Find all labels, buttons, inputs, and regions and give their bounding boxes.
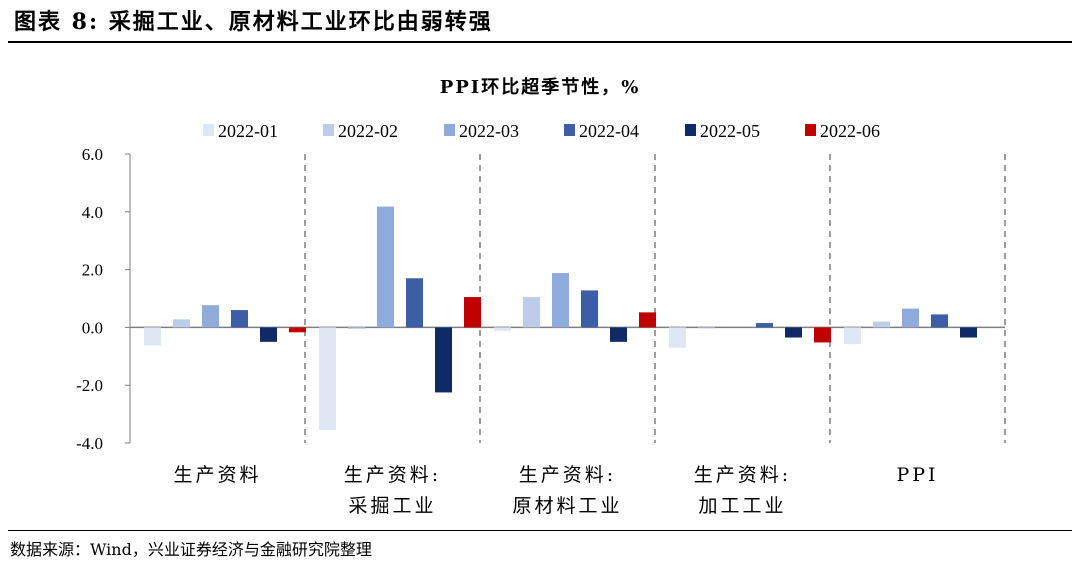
legend-swatch-2022-01	[203, 124, 214, 136]
bar-2022-03-4	[902, 308, 919, 328]
legend-label-2022-03: 2022-03	[459, 121, 519, 141]
bar-2022-05-1	[435, 327, 452, 393]
figure-title: 图表 8: 采掘工业、原材料工业环比由弱转强	[14, 9, 493, 35]
bar-2022-05-4	[960, 327, 977, 338]
legend-label-2022-06: 2022-06	[820, 121, 880, 141]
x-category-label: 生产资料:	[519, 464, 616, 486]
legend-swatch-2022-04	[564, 124, 575, 136]
y-tick-label: 6.0	[82, 145, 103, 164]
legend-label-2022-02: 2022-02	[338, 121, 398, 141]
x-axis-categories: 生产资料 生产资料: 采掘工业 生产资料: 原材料工业 生产资料: 加工工业 PPI	[173, 464, 938, 517]
bar-2022-02-0	[173, 319, 190, 328]
bar-2022-05-3	[785, 327, 802, 338]
chart: PPI环比超季节性，% 2022-01 2022-02 2022-03 2022-04…	[76, 76, 1006, 517]
bar-2022-02-3	[698, 327, 715, 329]
bar-2022-01-0	[144, 327, 161, 346]
bar-2022-06-3	[814, 327, 831, 343]
y-tick-label: 0.0	[82, 318, 103, 337]
bar-2022-04-1	[406, 278, 423, 328]
bar-2022-03-1	[377, 206, 394, 328]
chart-title: PPI环比超季节性，%	[440, 76, 641, 98]
legend-swatch-2022-02	[323, 124, 334, 136]
legend-swatch-2022-05	[685, 124, 696, 136]
x-category-label: 生产资料:	[344, 464, 441, 486]
bottom-rule	[8, 530, 1072, 531]
bar-group	[144, 206, 977, 430]
legend-label-2022-04: 2022-04	[579, 121, 639, 141]
y-tick-label: -4.0	[76, 434, 103, 453]
bar-2022-03-2	[552, 273, 569, 328]
source-note: 数据来源：Wind，兴业证券经济与金融研究院整理	[10, 540, 372, 559]
x-category-label: 加工工业	[698, 495, 786, 517]
legend-label-2022-05: 2022-05	[700, 121, 760, 141]
legend-swatch-2022-06	[805, 124, 816, 136]
bar-2022-06-1	[464, 297, 481, 328]
bar-2022-02-2	[523, 297, 540, 328]
bar-2022-01-3	[669, 327, 686, 348]
top-rule	[8, 41, 1072, 43]
x-category-label: 生产资料:	[694, 464, 791, 486]
bar-2022-01-4	[844, 327, 861, 345]
bar-2022-04-4	[931, 314, 948, 328]
bar-2022-06-2	[639, 312, 656, 328]
bar-2022-03-0	[202, 305, 219, 328]
bar-2022-04-0	[231, 310, 248, 328]
legend: 2022-01 2022-02 2022-03 2022-04 2022-05 2022-…	[203, 121, 880, 141]
x-category-label: 原材料工业	[512, 495, 622, 517]
bar-2022-04-2	[581, 290, 598, 328]
bar-2022-05-2	[610, 327, 627, 342]
x-category-label: 采掘工业	[348, 495, 436, 517]
legend-swatch-2022-03	[444, 124, 455, 136]
bar-2022-01-1	[319, 327, 336, 430]
y-axis: 6.0 4.0 2.0 0.0 -2.0 -4.0	[76, 145, 131, 453]
bar-2022-02-1	[348, 327, 365, 329]
y-tick-label: -2.0	[76, 376, 103, 395]
y-tick-label: 4.0	[82, 203, 103, 222]
x-category-label: 生产资料	[173, 464, 261, 486]
bar-2022-04-3	[756, 323, 773, 328]
bar-2022-01-2	[494, 327, 511, 331]
bar-2022-05-0	[260, 327, 277, 342]
y-tick-label: 2.0	[82, 261, 103, 280]
bar-2022-02-4	[873, 321, 890, 328]
legend-label-2022-01: 2022-01	[218, 121, 278, 141]
bar-2022-06-0	[289, 327, 306, 333]
x-category-label: PPI	[896, 464, 938, 486]
